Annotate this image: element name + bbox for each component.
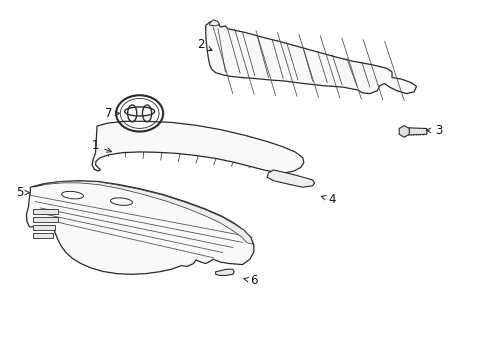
Polygon shape (267, 170, 315, 187)
Text: 3: 3 (426, 124, 442, 137)
Polygon shape (33, 209, 58, 214)
Polygon shape (33, 217, 58, 222)
Polygon shape (216, 269, 234, 275)
Text: 2: 2 (197, 39, 212, 51)
Text: 4: 4 (321, 193, 336, 206)
Polygon shape (408, 128, 427, 135)
Polygon shape (26, 181, 254, 274)
Polygon shape (33, 233, 53, 238)
Polygon shape (33, 225, 55, 230)
Polygon shape (399, 126, 409, 137)
Polygon shape (206, 22, 416, 94)
Text: 1: 1 (92, 139, 111, 152)
Text: 6: 6 (244, 274, 258, 287)
Polygon shape (210, 20, 220, 26)
Text: 5: 5 (16, 186, 29, 199)
Text: 7: 7 (105, 107, 120, 120)
Polygon shape (92, 121, 304, 173)
Polygon shape (33, 181, 253, 244)
